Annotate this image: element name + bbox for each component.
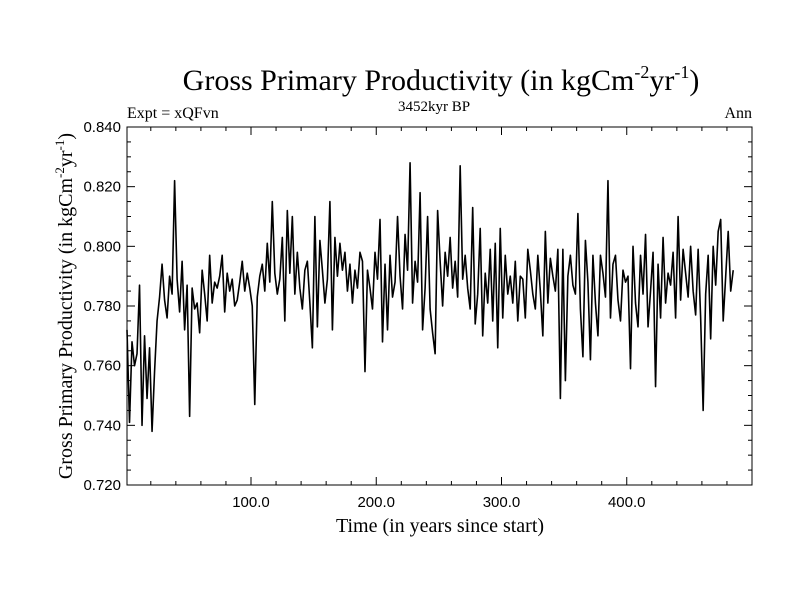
y-tick-label: 0.800 xyxy=(83,238,121,255)
subtitle-season: Ann xyxy=(724,105,752,122)
y-tick-label: 0.760 xyxy=(83,358,121,375)
chart-title-base: Gross Primary Productivity (in kgCm xyxy=(183,64,635,97)
axis-ticks xyxy=(127,126,752,486)
y-axis-label: Gross Primary Productivity (in kgCm-2yr-… xyxy=(52,133,77,479)
y-axis-label-base: Gross Primary Productivity (in kgCm xyxy=(55,178,77,480)
y-tick-label: 0.820 xyxy=(83,179,121,196)
y-axis-label-end: ) xyxy=(55,133,77,140)
chart-title-mid: yr xyxy=(649,64,674,97)
y-tick-label: 0.740 xyxy=(83,417,121,434)
x-axis-label: Time (in years since start) xyxy=(336,515,544,537)
plot-frame xyxy=(126,126,753,486)
subtitle-age: 3452kyr BP xyxy=(398,99,470,115)
x-tick-label: 200.0 xyxy=(357,494,395,511)
y-tick-label: 0.720 xyxy=(83,477,121,494)
y-axis-label-sup-2: -1 xyxy=(52,140,67,151)
x-tick-label: 400.0 xyxy=(608,494,646,511)
chart-title: Gross Primary Productivity (in kgCm-2yr-… xyxy=(183,62,700,97)
x-tick-label: 300.0 xyxy=(483,494,521,511)
y-tick-label: 0.780 xyxy=(83,298,121,315)
x-tick-label: 100.0 xyxy=(232,494,270,511)
y-axis-label-mid: yr xyxy=(55,150,77,167)
y-tick-label: 0.840 xyxy=(83,119,121,136)
chart-title-sup-2: -1 xyxy=(674,62,689,82)
chart-title-sup-1: -2 xyxy=(634,62,649,82)
y-axis-label-sup-1: -2 xyxy=(52,167,67,178)
chart-title-end: ) xyxy=(689,64,699,97)
subtitle-experiment: Expt = xQFvn xyxy=(127,105,219,122)
series-line xyxy=(126,162,735,433)
axis-tick-labels: 0.720 0.740 0.760 0.780 0.800 0.820 0.840 100.0… xyxy=(83,119,645,511)
